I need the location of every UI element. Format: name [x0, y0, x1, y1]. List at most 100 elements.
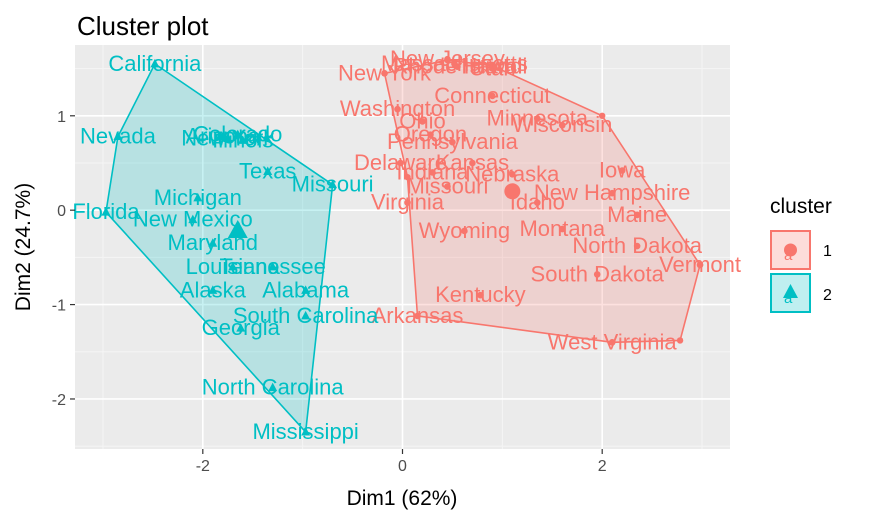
point-label: Maine: [607, 202, 667, 227]
point-label: Minnesota: [487, 106, 589, 131]
cluster-1-hull-vertex: [598, 112, 606, 119]
point-label: Nebraska: [465, 161, 560, 186]
legend-item-2: a 2: [770, 273, 832, 313]
point-virginia: [404, 199, 411, 206]
point-michigan: [193, 192, 203, 202]
point-new-mexico: [188, 214, 198, 224]
legend-key-2-glyph: a: [784, 290, 793, 307]
point-label: Texas: [239, 158, 296, 183]
point-label: Washington: [340, 96, 455, 121]
x-tick-label: 0: [398, 458, 407, 475]
point-label: New Jersey: [390, 46, 505, 71]
point-label: Missouri: [292, 172, 374, 197]
point-label: Utah: [469, 56, 515, 81]
point-arizona: [218, 131, 228, 141]
point-label: New Hampshire: [534, 180, 691, 205]
y-axis-ticks: -2 -1 0 1: [52, 109, 75, 409]
point-label: Iowa: [599, 158, 646, 183]
legend-key-1-glyph: a: [784, 247, 793, 264]
legend-key-1-marker: [784, 243, 797, 257]
legend-label-1: 1: [823, 243, 832, 260]
point-new-hampshire: [608, 189, 616, 197]
y-axis-label: Dim2 (24.7%): [12, 183, 35, 311]
point-label: Tennessee: [219, 254, 325, 279]
point-label: Pennsylvania: [387, 129, 519, 154]
point-montana: [558, 225, 566, 233]
point-new-jersey: [444, 55, 451, 63]
point-north-dakota: [633, 242, 641, 250]
point-kentucky: [477, 291, 484, 299]
point-label: Vermont: [659, 252, 741, 277]
point-label: Indiana: [396, 159, 469, 184]
major-gridlines: [75, 45, 730, 449]
point-rhode-island: [454, 63, 461, 71]
y-tick-label: 0: [57, 203, 66, 220]
point-label: Massachusetts: [381, 51, 528, 76]
point-label: Arkansas: [372, 303, 464, 328]
x-tick-label: -2: [196, 458, 210, 475]
chart-title: Cluster plot: [77, 11, 209, 41]
point-new-york: [381, 70, 388, 77]
point-missouri: [444, 183, 451, 190]
point-label: Virginia: [371, 190, 445, 215]
point-label: Hawaii: [461, 54, 527, 79]
point-louisiana: [228, 261, 238, 271]
point-georgia: [236, 323, 246, 332]
point-illinois: [238, 135, 248, 144]
point-label: Rhode Island: [393, 54, 523, 79]
point-california: [150, 58, 160, 68]
cluster-2-hull: [105, 62, 334, 434]
point-label: Nevada: [80, 124, 157, 149]
point-pennsylvania: [449, 138, 456, 146]
point-label: Illinois: [212, 127, 273, 152]
point-minnesota: [533, 115, 541, 122]
point-oregon: [427, 131, 434, 138]
point-label: Maryland: [168, 230, 258, 255]
point-wyoming: [461, 227, 468, 235]
cluster-1-centroid: [504, 183, 521, 200]
point-tennessee: [268, 261, 278, 271]
legend-key-2-marker: [783, 284, 798, 298]
point-label: Mississippi: [252, 419, 358, 444]
point-colorado: [233, 129, 243, 139]
cluster-1-hull: [383, 59, 701, 344]
point-arkansas: [414, 312, 421, 320]
point-label: Kansas: [436, 150, 509, 175]
point-label: Wyoming: [419, 218, 511, 243]
point-maryland: [208, 238, 218, 247]
point-ohio: [419, 118, 426, 125]
point-label: Connecticut: [434, 83, 550, 108]
point-label: Kentucky: [435, 282, 526, 307]
point-label: North Carolina: [202, 375, 345, 400]
point-nevada: [113, 131, 123, 141]
point-label: Alabama: [262, 277, 350, 302]
point-florida: [101, 207, 111, 216]
legend-label-2: 2: [823, 287, 832, 304]
point-alabama: [301, 285, 311, 294]
y-tick-label: -1: [52, 298, 66, 315]
cluster-1-hull-vertex: [404, 173, 411, 181]
point-label: New York: [181, 125, 275, 150]
point-label: South Dakota: [531, 261, 665, 286]
data-points: [101, 55, 704, 436]
point-iowa: [618, 167, 626, 174]
point-label: Idaho: [510, 190, 565, 215]
cluster-1-hull-vertex: [676, 337, 684, 344]
legend-title: cluster: [770, 195, 832, 218]
x-axis-ticks: -2 0 2: [196, 449, 607, 475]
legend-item-1: a 1: [770, 230, 832, 270]
point-label: California: [108, 51, 202, 76]
cluster-centroids: [227, 183, 521, 238]
point-label: Alaska: [180, 277, 247, 302]
point-alaska: [208, 285, 218, 294]
point-south-carolina: [301, 310, 311, 320]
point-label: Georgia: [202, 315, 281, 340]
point-label: Arizona: [185, 124, 260, 149]
point-label: North Dakota: [572, 233, 702, 258]
point-texas: [263, 166, 273, 175]
point-washington: [394, 105, 401, 113]
point-south-dakota: [593, 271, 601, 278]
point-idaho: [533, 199, 541, 206]
